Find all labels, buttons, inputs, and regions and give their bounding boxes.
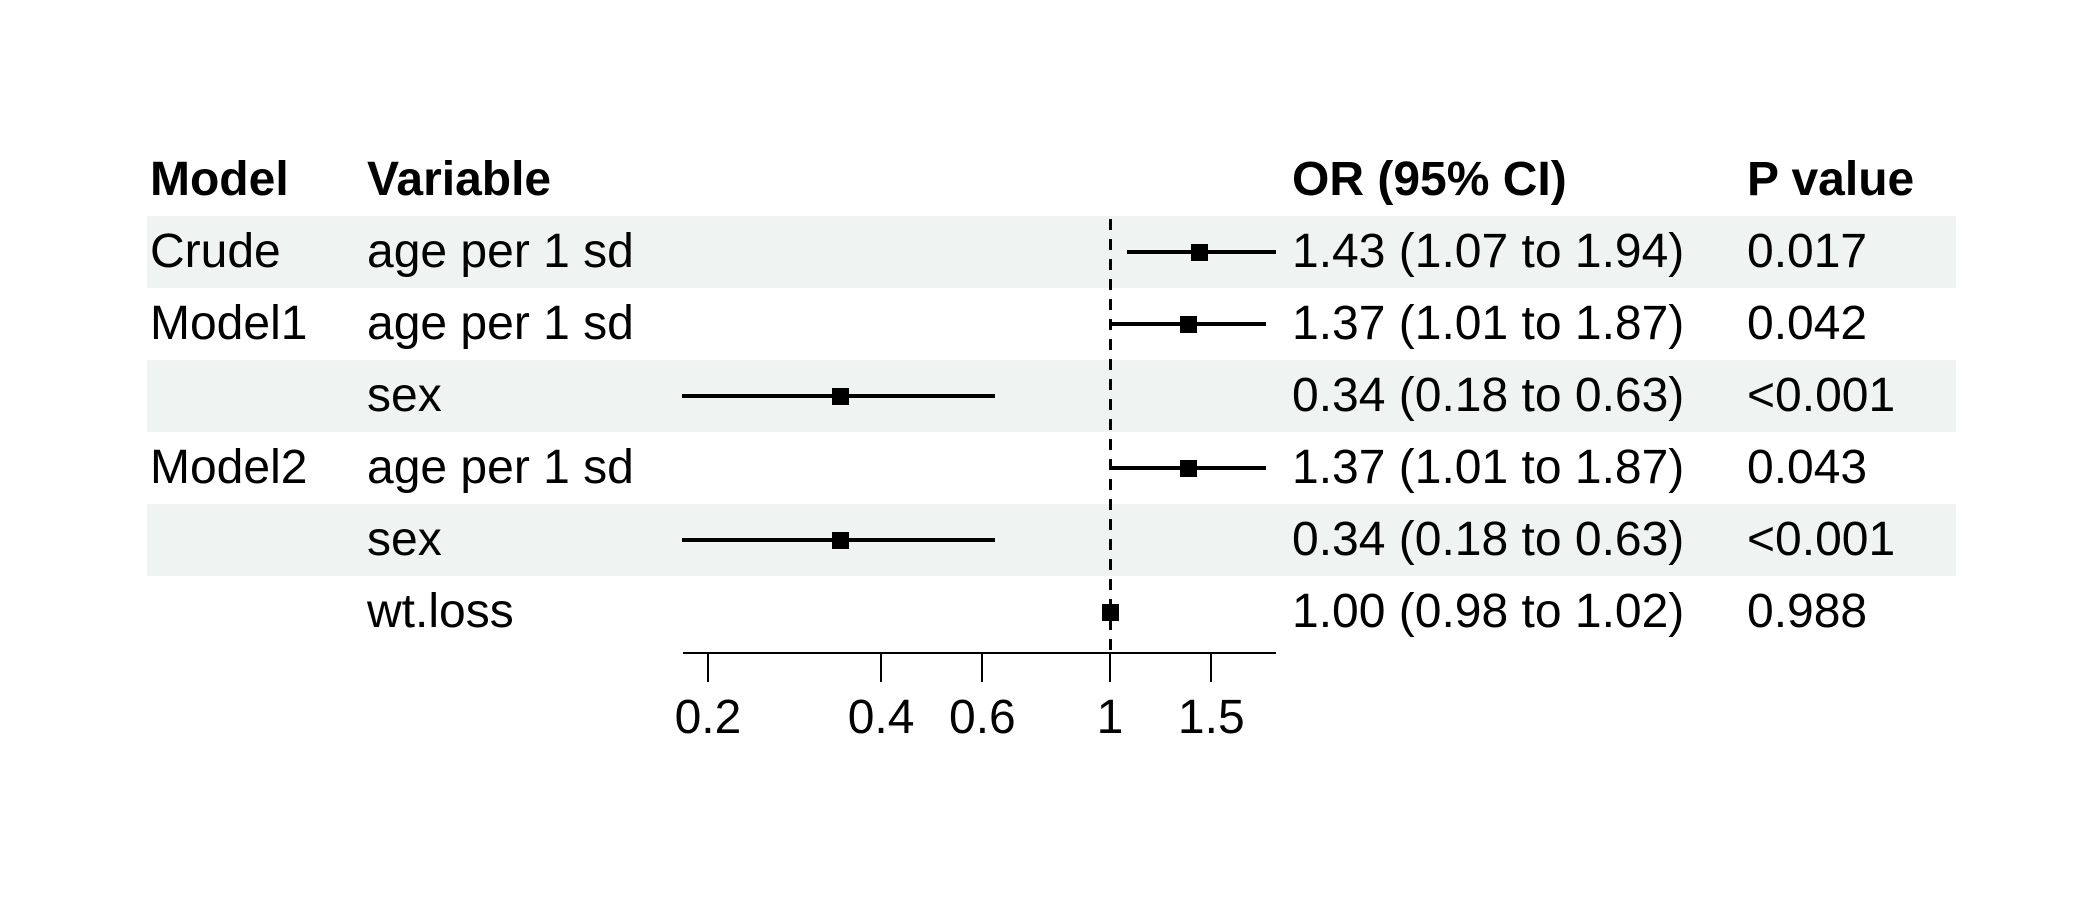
axis-tick <box>1109 654 1111 682</box>
variable-cell: wt.loss <box>367 585 514 638</box>
point-estimate-marker <box>1190 243 1208 261</box>
p-value-cell: <0.001 <box>1747 513 1896 566</box>
variable-cell: sex <box>367 369 442 422</box>
reference-line <box>1108 219 1112 653</box>
or-ci-cell: 1.43 (1.07 to 1.94) <box>1292 225 1685 278</box>
point-estimate-marker <box>1180 315 1198 333</box>
p-value-cell: <0.001 <box>1747 369 1896 422</box>
point-estimate-marker <box>1101 603 1119 621</box>
axis-tick-label: 0.4 <box>847 691 915 744</box>
axis-tick <box>706 654 709 682</box>
p-value-cell: 0.017 <box>1747 225 1868 278</box>
point-estimate-marker <box>832 531 849 549</box>
point-estimate-marker <box>832 387 849 405</box>
p-value-cell: 0.988 <box>1747 585 1868 638</box>
or-ci-cell: 1.37 (1.01 to 1.87) <box>1292 297 1685 350</box>
axis-tick-label: 1 <box>1096 691 1124 744</box>
axis-tick-label: 1.5 <box>1177 691 1245 744</box>
model-cell: Crude <box>150 225 281 278</box>
column-header-variable: Variable <box>367 153 552 206</box>
column-header-p-value: P value <box>1747 153 1915 206</box>
axis-tick <box>880 654 883 682</box>
p-value-cell: 0.043 <box>1747 441 1868 494</box>
x-axis-line <box>683 652 1276 654</box>
table-row: wt.loss 1.00 (0.98 to 1.02) 0.988 <box>147 576 1956 648</box>
model-cell: Model2 <box>150 441 308 494</box>
table-row: sex 0.34 (0.18 to 0.63) <0.001 <box>147 504 1956 576</box>
variable-cell: age per 1 sd <box>367 441 634 494</box>
or-ci-cell: 1.37 (1.01 to 1.87) <box>1292 441 1685 494</box>
table-row: sex 0.34 (0.18 to 0.63) <0.001 <box>147 360 1956 432</box>
variable-cell: sex <box>367 513 442 566</box>
model-cell: Model1 <box>150 297 308 350</box>
axis-tick <box>981 654 984 682</box>
or-ci-cell: 0.34 (0.18 to 0.63) <box>1292 369 1685 422</box>
table-row: Crude age per 1 sd 1.43 (1.07 to 1.94) 0.01… <box>147 216 1956 288</box>
variable-cell: age per 1 sd <box>367 225 634 278</box>
or-ci-cell: 1.00 (0.98 to 1.02) <box>1292 585 1685 638</box>
p-value-cell: 0.042 <box>1747 297 1868 350</box>
axis-tick <box>1210 654 1213 682</box>
column-header-model: Model <box>150 153 289 206</box>
axis-tick-label: 0.2 <box>674 691 742 744</box>
table-row: Model2 age per 1 sd 1.37 (1.01 to 1.87) 0.0… <box>147 432 1956 504</box>
column-header-or-ci: OR (95% CI) <box>1292 153 1567 206</box>
axis-tick-label: 0.6 <box>949 691 1016 744</box>
variable-cell: age per 1 sd <box>367 297 634 350</box>
point-estimate-marker <box>1180 459 1198 477</box>
table-row: Model1 age per 1 sd 1.37 (1.01 to 1.87) 0.0… <box>147 288 1956 360</box>
or-ci-cell: 0.34 (0.18 to 0.63) <box>1292 513 1685 566</box>
